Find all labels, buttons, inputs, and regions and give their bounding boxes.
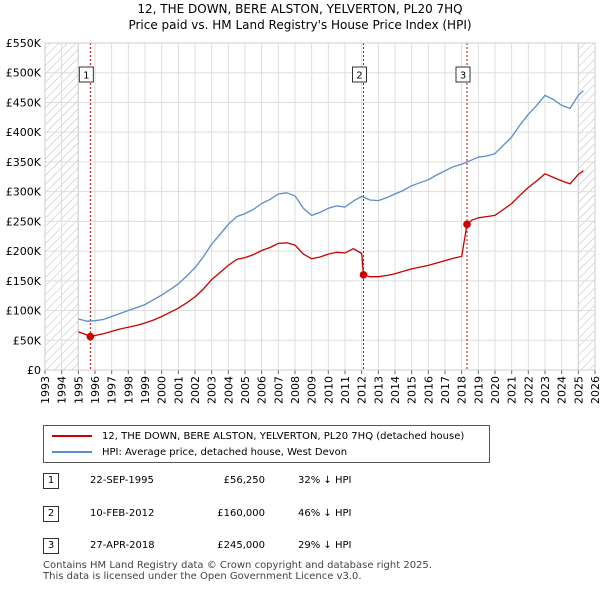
x-tick-label: 2018 [456, 376, 469, 404]
legend-item-hpi: HPI: Average price, detached house, West… [44, 444, 347, 460]
table-row: 1 22-SEP-1995 £56,250 32% ↓ HPI [43, 473, 423, 491]
y-tick-label: £150K [6, 275, 42, 288]
x-tick-label: 2001 [172, 376, 185, 404]
table-row: 3 27-APR-2018 £245,000 29% ↓ HPI [43, 538, 423, 556]
footer-line1: Contains HM Land Registry data © Crown c… [43, 560, 432, 571]
chart-title-line1: 12, THE DOWN, BERE ALSTON, YELVERTON, PL… [137, 2, 463, 16]
price-paid-line [78, 170, 584, 338]
legend: 12, THE DOWN, BERE ALSTON, YELVERTON, PL… [43, 425, 490, 463]
x-tick-label: 2008 [289, 376, 302, 404]
x-tick-label: 2010 [322, 376, 335, 404]
x-tick-label: 1993 [39, 376, 52, 404]
sale-marker [86, 332, 95, 341]
legend-swatch-property [52, 435, 92, 437]
sale-number: 3 [43, 538, 59, 554]
y-tick-label: £400K [6, 126, 42, 139]
sale-hpi-diff: 29% ↓ HPI [298, 540, 352, 551]
x-tick-label: 2022 [522, 376, 535, 404]
chart-title-line2: Price paid vs. HM Land Registry's House … [128, 18, 472, 32]
x-tick-label: 2009 [306, 376, 319, 404]
x-tick-label: 2020 [489, 376, 502, 404]
y-tick-label: £0 [27, 364, 41, 377]
y-tick-label: £500K [6, 67, 42, 80]
x-tick-label: 1998 [122, 376, 135, 404]
x-tick-label: 2013 [372, 376, 385, 404]
x-tick-label: 2019 [472, 376, 485, 404]
event-label-box [455, 66, 471, 83]
y-tick-label: £100K [6, 305, 42, 318]
x-tick-label: 2012 [356, 376, 369, 404]
plot-area [45, 43, 595, 370]
sale-number: 1 [43, 473, 59, 489]
event-label: 3 [460, 71, 466, 82]
sale-price: £245,000 [217, 540, 265, 551]
x-tick-label: 1994 [56, 376, 69, 404]
footer-line2: This data is licensed under the Open Gov… [43, 571, 362, 582]
y-tick-label: £350K [6, 156, 42, 169]
y-tick-label: £250K [6, 215, 42, 228]
plot-frame [44, 42, 596, 371]
hpi-line [78, 90, 584, 322]
legend-swatch-hpi [52, 451, 92, 453]
y-tick-label: £300K [6, 186, 42, 199]
sale-number: 2 [43, 506, 59, 522]
x-tick-label: 2005 [239, 376, 252, 404]
x-tick-label: 2007 [272, 376, 285, 404]
sale-hpi-diff: 32% ↓ HPI [298, 475, 352, 486]
table-row: 2 10-FEB-2012 £160,000 46% ↓ HPI [43, 506, 423, 524]
y-tick-label: £50K [13, 334, 42, 347]
y-tick-label: £200K [6, 245, 42, 258]
x-tick-label: 1996 [89, 376, 102, 404]
x-tick-label: 2026 [589, 376, 600, 404]
footer-credit: Contains HM Land Registry data © Crown c… [43, 560, 432, 582]
x-tick-label: 2015 [406, 376, 419, 404]
event-label-box [78, 66, 94, 83]
x-tick-label: 1999 [139, 376, 152, 404]
x-tick-label: 2016 [422, 376, 435, 404]
event-label: 1 [83, 71, 89, 82]
x-tick-label: 2004 [222, 376, 235, 404]
x-tick-label: 2011 [339, 376, 352, 404]
x-tick-label: 2024 [556, 376, 569, 404]
sale-date: 10-FEB-2012 [90, 508, 155, 519]
x-tick-label: 2025 [572, 376, 585, 404]
y-tick-label: £450K [6, 96, 42, 109]
x-tick-label: 2002 [189, 376, 202, 404]
sale-date: 27-APR-2018 [90, 540, 155, 551]
event-label-box [352, 66, 367, 83]
x-tick-label: 2021 [506, 376, 519, 404]
price-chart: 1 2 3 £0 £50K £100K £150K £200K £250K £300K £350K… [6, 37, 600, 404]
sale-price: £56,250 [223, 475, 265, 486]
x-tick-label: 2014 [389, 376, 402, 404]
sale-price: £160,000 [217, 508, 265, 519]
legend-label-property: 12, THE DOWN, BERE ALSTON, YELVERTON, PL… [102, 430, 465, 442]
x-tick-label: 2017 [439, 376, 452, 404]
x-tick-label: 2000 [156, 376, 169, 404]
event-label: 2 [356, 71, 362, 82]
y-tick-label: £550K [6, 37, 42, 50]
x-tick-label: 1997 [106, 376, 119, 404]
sale-marker [359, 271, 368, 279]
x-tick-label: 1995 [72, 376, 85, 404]
chart-title: 12, THE DOWN, BERE ALSTON, YELVERTON, PL… [0, 1, 600, 33]
sale-date: 22-SEP-1995 [90, 475, 154, 486]
x-tick-label: 2003 [206, 376, 219, 404]
sale-marker [463, 220, 471, 229]
x-tick-label: 2023 [539, 376, 552, 404]
legend-item-property: 12, THE DOWN, BERE ALSTON, YELVERTON, PL… [44, 428, 464, 444]
sale-hpi-diff: 46% ↓ HPI [298, 508, 352, 519]
x-tick-label: 2006 [256, 376, 269, 404]
hatched-region [578, 43, 595, 370]
legend-label-hpi: HPI: Average price, detached house, West… [102, 446, 348, 458]
